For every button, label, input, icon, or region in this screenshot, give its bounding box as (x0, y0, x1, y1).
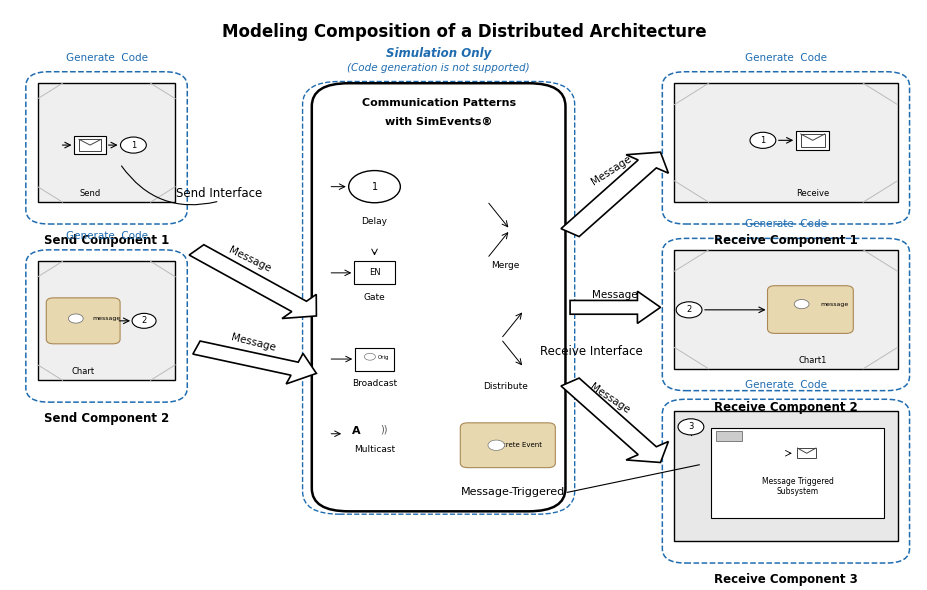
FancyBboxPatch shape (46, 298, 120, 344)
Text: 3: 3 (688, 422, 692, 431)
Bar (710, 428, 883, 518)
Text: Message-Triggered: Message-Triggered (461, 487, 565, 497)
Bar (674, 411, 896, 541)
Text: Generate  Code: Generate Code (66, 231, 147, 241)
Polygon shape (561, 152, 667, 237)
Text: message: message (819, 301, 847, 307)
Text: Send Component 2: Send Component 2 (44, 412, 169, 425)
Text: Chart1: Chart1 (797, 356, 826, 365)
Text: Communication Patterns: Communication Patterns (362, 97, 515, 107)
Text: Generate  Code: Generate Code (744, 53, 826, 63)
FancyBboxPatch shape (767, 286, 853, 333)
Circle shape (349, 171, 400, 203)
Polygon shape (189, 245, 316, 319)
Bar (796, 448, 815, 458)
FancyBboxPatch shape (460, 423, 554, 468)
Text: Merge: Merge (490, 261, 519, 270)
Text: Message: Message (589, 153, 633, 186)
Bar (674, 83, 896, 202)
Circle shape (69, 314, 83, 323)
Text: Discrete Event: Discrete Event (490, 442, 541, 448)
Text: Orig: Orig (377, 355, 389, 360)
FancyBboxPatch shape (311, 83, 565, 512)
Text: 2: 2 (686, 306, 691, 314)
Text: message: message (93, 316, 121, 321)
Text: Message: Message (591, 290, 638, 300)
Text: Generate  Code: Generate Code (744, 380, 826, 390)
Text: Generate  Code: Generate Code (66, 53, 147, 63)
Polygon shape (561, 378, 667, 463)
Text: 1: 1 (131, 140, 136, 150)
Text: Send Component 1: Send Component 1 (44, 234, 169, 247)
Bar (355, 348, 393, 371)
Text: EN: EN (368, 268, 380, 277)
Bar (800, 134, 824, 147)
Text: Message: Message (588, 382, 630, 415)
Text: with SimEvents®: with SimEvents® (385, 117, 492, 126)
Bar (715, 431, 741, 441)
Text: Receive Component 3: Receive Component 3 (713, 573, 857, 586)
Text: Modeling Composition of a Distributed Architecture: Modeling Composition of a Distributed Ar… (222, 23, 705, 41)
Text: Message: Message (227, 245, 273, 274)
Circle shape (794, 300, 808, 309)
Text: (Code generation is not supported): (Code generation is not supported) (347, 63, 529, 73)
Bar (74, 136, 106, 154)
Bar (795, 130, 829, 150)
Circle shape (132, 313, 156, 328)
Text: 1: 1 (371, 182, 377, 192)
Text: Send: Send (80, 189, 100, 198)
Circle shape (488, 440, 504, 450)
Text: Message: Message (230, 333, 277, 353)
Circle shape (678, 419, 703, 435)
Text: 2: 2 (141, 316, 146, 325)
Text: Receive Component 1: Receive Component 1 (713, 234, 857, 247)
Bar (79, 139, 101, 151)
Text: 1: 1 (759, 136, 765, 145)
Bar (674, 250, 896, 369)
Bar (354, 261, 394, 284)
Text: )): )) (379, 425, 387, 435)
Text: Chart: Chart (71, 367, 95, 376)
Text: Broadcast: Broadcast (351, 379, 397, 388)
Circle shape (749, 132, 775, 148)
Text: Delay: Delay (362, 217, 387, 225)
Text: Distribute: Distribute (483, 382, 527, 391)
Bar (38, 261, 175, 381)
Text: Receive Component 2: Receive Component 2 (713, 401, 857, 414)
Text: Multicast: Multicast (353, 445, 395, 454)
Text: Gate: Gate (363, 293, 385, 302)
Text: Send Interface: Send Interface (176, 187, 262, 200)
Text: Simulation Only: Simulation Only (386, 47, 490, 60)
Text: Message Triggered
Subsystem: Message Triggered Subsystem (761, 477, 832, 496)
Text: Receive: Receive (795, 189, 829, 198)
Circle shape (676, 302, 701, 318)
Polygon shape (193, 341, 316, 384)
Text: A: A (351, 426, 360, 436)
Polygon shape (569, 291, 660, 323)
Circle shape (364, 353, 375, 360)
Circle shape (121, 137, 146, 153)
Bar (38, 83, 175, 202)
Text: Generate  Code: Generate Code (744, 219, 826, 229)
Text: Receive Interface: Receive Interface (540, 345, 642, 358)
